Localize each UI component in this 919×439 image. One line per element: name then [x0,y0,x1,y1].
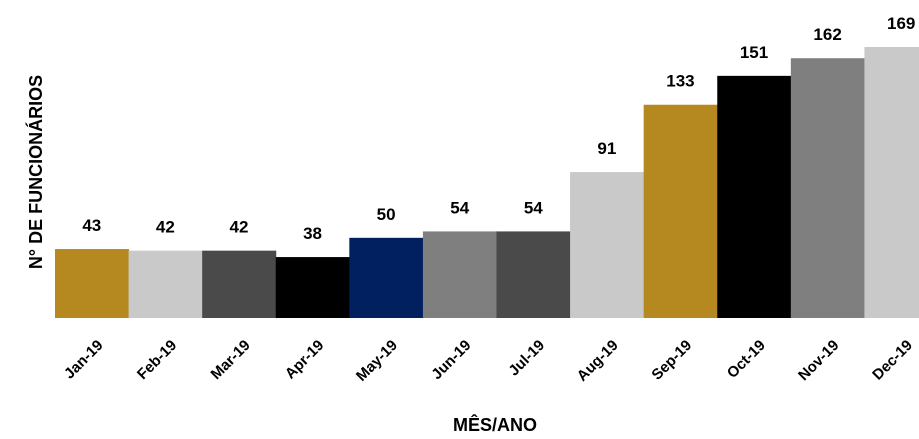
data-label-nov-19: 162 [813,25,841,44]
data-label-jan-19: 43 [82,216,101,235]
bar-dec-19 [864,47,919,318]
data-label-may-19: 50 [377,205,396,224]
bar-may-19 [349,237,424,318]
data-label-oct-19: 151 [740,43,768,62]
x-tick-label-dec-19: Dec-19 [869,337,916,384]
bar-oct-19 [717,75,792,318]
bar-nov-19 [790,58,865,318]
x-tick-label-mar-19: Mar-19 [208,337,254,383]
x-tick-label-apr-19: Apr-19 [282,337,328,383]
x-tick-label-aug-19: Aug-19 [574,337,622,385]
x-tick-label-jul-19: Jul-19 [505,337,548,380]
data-labels-group: 43 42 42 38 50 54 54 91 133 151 162 169 [82,14,915,243]
x-tick-label-sep-19: Sep-19 [648,337,695,384]
data-label-aug-19: 91 [597,139,616,158]
bars-group [55,47,919,318]
bar-jan-19 [55,249,130,318]
x-tick-label-may-19: May-19 [353,337,401,385]
x-tick-label-feb-19: Feb-19 [134,337,180,383]
bar-aug-19 [570,172,645,318]
x-tick-label-jan-19: Jan-19 [61,337,107,383]
data-label-mar-19: 42 [229,218,248,237]
bar-mar-19 [202,250,277,318]
x-tick-label-jun-19: Jun-19 [428,337,474,383]
bar-sep-19 [643,104,718,318]
x-tick-label-nov-19: Nov-19 [795,337,842,384]
bar-jun-19 [422,231,497,318]
x-axis-title: MÊS/ANO [453,414,537,435]
bar-jul-19 [496,231,571,318]
data-label-dec-19: 169 [887,14,915,33]
data-label-jul-19: 54 [524,198,543,217]
bar-feb-19 [128,250,203,318]
data-label-sep-19: 133 [666,72,694,91]
data-label-jun-19: 54 [450,198,469,217]
data-label-feb-19: 42 [156,218,175,237]
data-label-apr-19: 38 [303,224,322,243]
x-tick-label-oct-19: Oct-19 [724,337,769,382]
y-axis-title: N° DE FUNCIONÁRIOS [25,75,46,269]
x-tick-labels-group: Jan-19 Feb-19 Mar-19 Apr-19 May-19 Jun-19 Jul-… [61,337,916,385]
bar-apr-19 [275,257,350,318]
